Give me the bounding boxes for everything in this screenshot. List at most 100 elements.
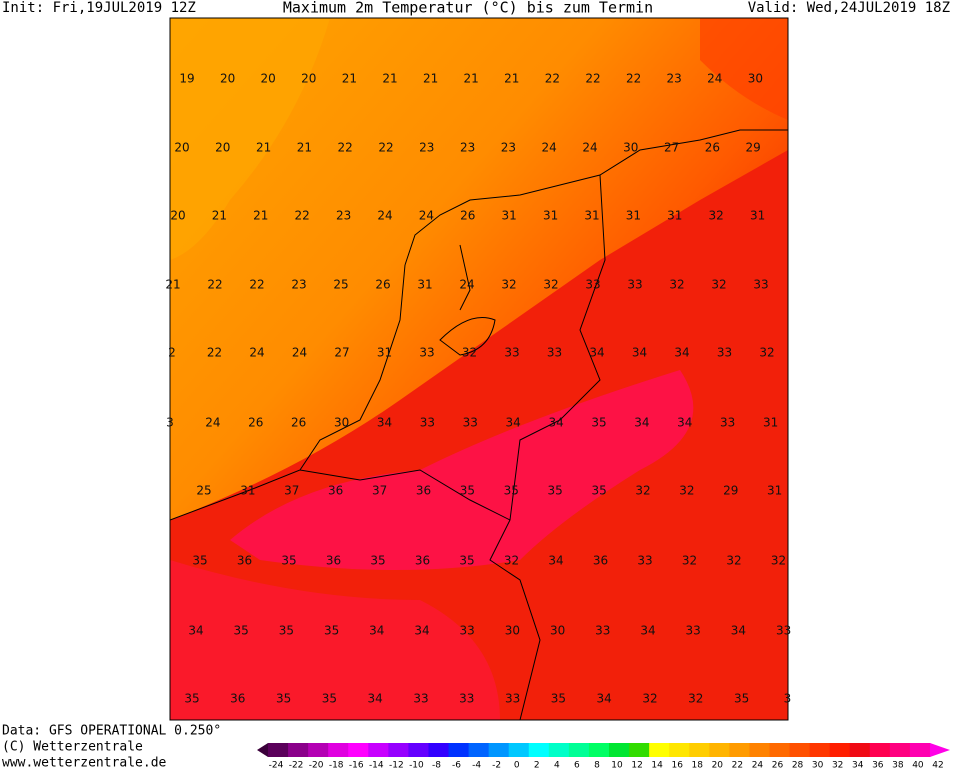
temperature-label: 34 bbox=[369, 624, 384, 638]
colorbar-label: -16 bbox=[349, 761, 364, 770]
temperature-label: 35 bbox=[459, 554, 474, 568]
init-time: Init: Fri,19JUL2019 12Z bbox=[2, 0, 196, 16]
temperature-label: 22 bbox=[626, 72, 641, 86]
temperature-label: 31 bbox=[417, 278, 432, 292]
temperature-label: 35 bbox=[281, 554, 296, 568]
colorbar-label: 24 bbox=[752, 761, 764, 770]
temperature-label: 34 bbox=[634, 416, 649, 430]
temperature-label: 33 bbox=[627, 278, 642, 292]
temperature-label: 33 bbox=[505, 692, 520, 706]
temperature-label: 36 bbox=[326, 554, 341, 568]
colorbar-label: 32 bbox=[832, 761, 843, 770]
colorbar-label: 10 bbox=[611, 761, 623, 770]
colorbar-box bbox=[408, 743, 429, 757]
colorbar-box bbox=[508, 743, 530, 757]
copyright: (C) Wetterzentrale bbox=[2, 740, 143, 755]
temperature-label: 33 bbox=[637, 554, 652, 568]
temperature-label: 23 bbox=[291, 278, 306, 292]
temperature-label: 31 bbox=[763, 416, 778, 430]
temperature-label: 36 bbox=[415, 554, 430, 568]
temperature-label: 20 bbox=[170, 209, 185, 223]
temperature-label: 34 bbox=[548, 416, 563, 430]
temperature-label: 23 bbox=[501, 141, 516, 155]
colorbar-label: 4 bbox=[554, 761, 560, 770]
colorbar-box bbox=[448, 743, 470, 757]
colorbar-label: -10 bbox=[409, 761, 424, 770]
temperature-label: 21 bbox=[504, 72, 519, 86]
colorbar-label: -20 bbox=[309, 761, 324, 770]
colorbar-box bbox=[368, 743, 389, 757]
temperature-label: 36 bbox=[593, 554, 608, 568]
colorbar-box bbox=[328, 743, 349, 757]
temperature-label: 33 bbox=[463, 416, 478, 430]
temperature-label: 20 bbox=[301, 72, 316, 86]
colorbar-box bbox=[428, 743, 450, 757]
colorbar-box bbox=[388, 743, 409, 757]
colorbar-label: 38 bbox=[892, 761, 904, 770]
temperature-label: 31 bbox=[584, 209, 599, 223]
temperature-label: 20 bbox=[215, 141, 230, 155]
temperature-label: 21 bbox=[423, 72, 438, 86]
temperature-label: 29 bbox=[723, 484, 738, 498]
colorbar-label: 42 bbox=[932, 761, 943, 770]
temperature-label: 34 bbox=[377, 416, 392, 430]
temperature-label: 34 bbox=[506, 416, 521, 430]
temperature-label: 34 bbox=[548, 554, 563, 568]
temperature-label: 32 bbox=[759, 346, 774, 360]
temperature-label: 26 bbox=[375, 278, 390, 292]
temperature-label: 22 bbox=[249, 278, 264, 292]
temperature-label: 19 bbox=[179, 72, 194, 86]
temperature-label: 31 bbox=[667, 209, 682, 223]
temperature-label: 34 bbox=[640, 624, 655, 638]
temperature-label: 21 bbox=[212, 209, 227, 223]
colorbar-label: -6 bbox=[452, 761, 461, 770]
temperature-label: 23 bbox=[667, 72, 682, 86]
temperature-label: 34 bbox=[188, 624, 203, 638]
temperature-label: 33 bbox=[717, 346, 732, 360]
colorbar-box bbox=[789, 743, 811, 757]
temperature-label: 32 bbox=[642, 692, 657, 706]
data-source: Data: GFS OPERATIONAL 0.250° bbox=[2, 724, 221, 739]
temperature-label: 35 bbox=[504, 484, 519, 498]
temperature-label: 30 bbox=[334, 416, 349, 430]
colorbar-box bbox=[709, 743, 730, 757]
temperature-label: 35 bbox=[322, 692, 337, 706]
colorbar-label: 2 bbox=[534, 761, 540, 770]
website: www.wetterzentrale.de bbox=[2, 756, 167, 770]
temperature-label: 27 bbox=[664, 141, 679, 155]
temperature-label: 24 bbox=[249, 346, 264, 360]
temperature-label: 31 bbox=[240, 484, 255, 498]
colorbar-box bbox=[308, 743, 329, 757]
temperature-label: 24 bbox=[419, 209, 434, 223]
temperature-label: 32 bbox=[726, 554, 741, 568]
temperature-label: 26 bbox=[705, 141, 720, 155]
temperature-label: 31 bbox=[543, 209, 558, 223]
temperature-label: 35 bbox=[184, 692, 199, 706]
colorbar-label: 16 bbox=[671, 761, 683, 770]
colorbar-box bbox=[769, 743, 791, 757]
temperature-label: 34 bbox=[589, 346, 604, 360]
colorbar-box bbox=[268, 743, 289, 757]
colorbar-label: 0 bbox=[514, 761, 520, 770]
temperature-label: 33 bbox=[547, 346, 562, 360]
temperature-label: 26 bbox=[248, 416, 263, 430]
colorbar-box bbox=[568, 743, 590, 757]
temperature-label: 35 bbox=[192, 554, 207, 568]
colorbar-box bbox=[809, 743, 831, 757]
colorbar-box bbox=[849, 743, 871, 757]
temperature-label: 36 bbox=[237, 554, 252, 568]
colorbar-box bbox=[548, 743, 570, 757]
temperature-label: 21 bbox=[165, 278, 180, 292]
colorbar-box bbox=[689, 743, 710, 757]
temperature-label: 31 bbox=[767, 484, 782, 498]
temperature-label: 23 bbox=[460, 141, 475, 155]
temperature-label: 21 bbox=[464, 72, 479, 86]
temperature-label: 32 bbox=[771, 554, 786, 568]
colorbar-label: 6 bbox=[574, 761, 580, 770]
colorbar-label: 20 bbox=[712, 761, 724, 770]
temperature-label: 35 bbox=[234, 624, 249, 638]
colorbar-box bbox=[488, 743, 510, 757]
temperature-label: 33 bbox=[585, 278, 600, 292]
map-frame bbox=[169, 17, 789, 721]
